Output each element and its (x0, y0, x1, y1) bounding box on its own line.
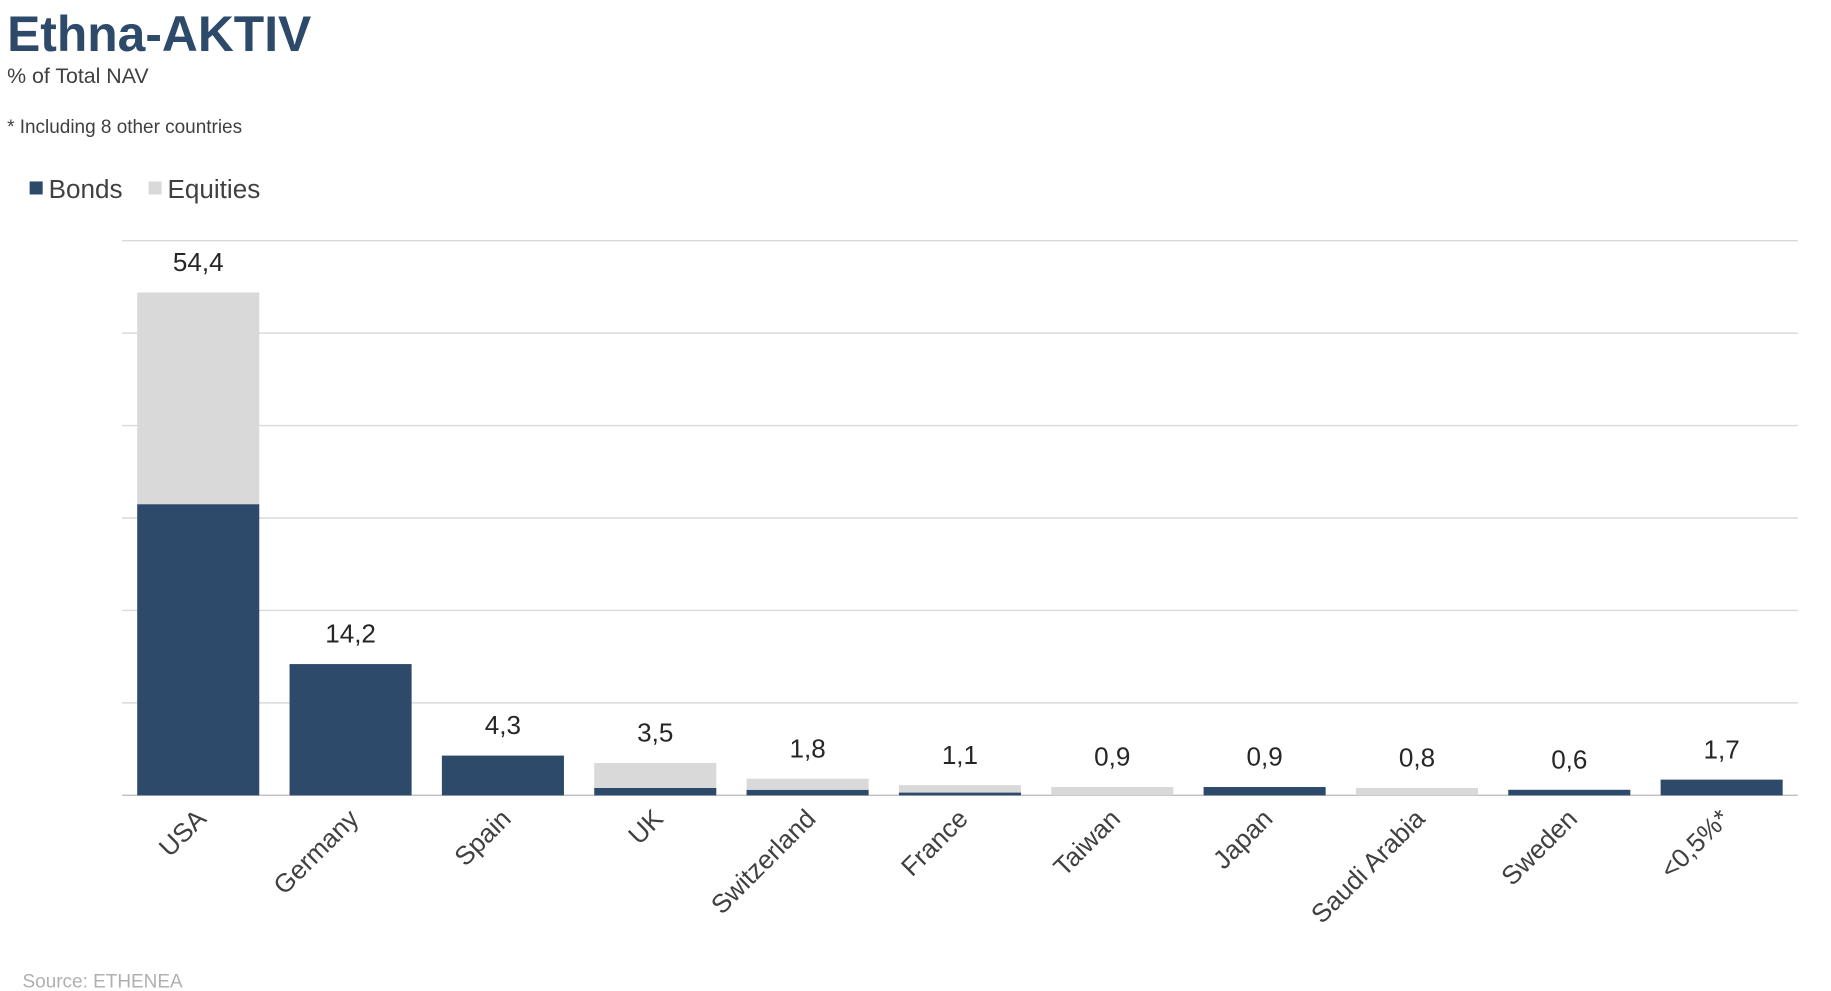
x-tick-label: Spain (448, 803, 516, 871)
x-tick-label: <0,5%* (1654, 803, 1735, 884)
x-tick-label: Taiwan (1047, 803, 1126, 882)
total-label: 14,2 (325, 619, 376, 649)
legend-label: Bonds (49, 174, 123, 204)
bar-segment (289, 664, 412, 796)
chart-title: Ethna-AKTIV (7, 6, 311, 62)
chart-subtitle: % of Total NAV (7, 64, 149, 88)
bar-segment (137, 504, 260, 796)
x-tick-label: UK (622, 803, 669, 850)
bar-segment (1203, 787, 1326, 796)
bar-segment (1051, 787, 1174, 796)
total-label: 54,4 (173, 247, 224, 277)
total-label: 0,9 (1247, 742, 1283, 772)
total-label: 0,8 (1399, 743, 1435, 773)
source: Source: ETHENEA (23, 971, 183, 991)
total-label: 1,8 (789, 733, 825, 763)
x-tick-label: Switzerland (705, 803, 821, 919)
total-label: 0,9 (1094, 742, 1130, 772)
bar-segment (1508, 789, 1631, 796)
total-label: 1,1 (942, 740, 978, 770)
bar-segment (746, 778, 869, 790)
total-label: 3,5 (637, 718, 673, 748)
legend-swatch (148, 181, 162, 195)
x-tick-label: Japan (1207, 803, 1278, 874)
bar-segment (1660, 779, 1783, 796)
bar-segment (594, 762, 717, 788)
note: * Including 8 other countries (7, 117, 242, 138)
legend-swatch (29, 181, 43, 195)
x-tick-label: Sweden (1495, 803, 1583, 891)
bar-segment (898, 785, 1021, 793)
bar-segment (746, 789, 869, 796)
bar-segment (137, 292, 260, 505)
x-tick-label: Germany (267, 803, 364, 900)
bar-segment (1355, 787, 1478, 796)
bar-segment (594, 787, 717, 796)
total-label: 1,7 (1704, 734, 1740, 764)
bar-segment (898, 792, 1021, 796)
total-label: 0,6 (1551, 744, 1587, 774)
x-tick-label: USA (153, 803, 213, 863)
legend: Bonds Equities (29, 174, 261, 204)
x-tick-label: France (895, 803, 974, 882)
x-tick-label: Saudi Arabia (1305, 803, 1431, 929)
legend-label: Equities (168, 174, 261, 204)
bar-segment (441, 755, 564, 796)
total-label: 4,3 (485, 710, 521, 740)
